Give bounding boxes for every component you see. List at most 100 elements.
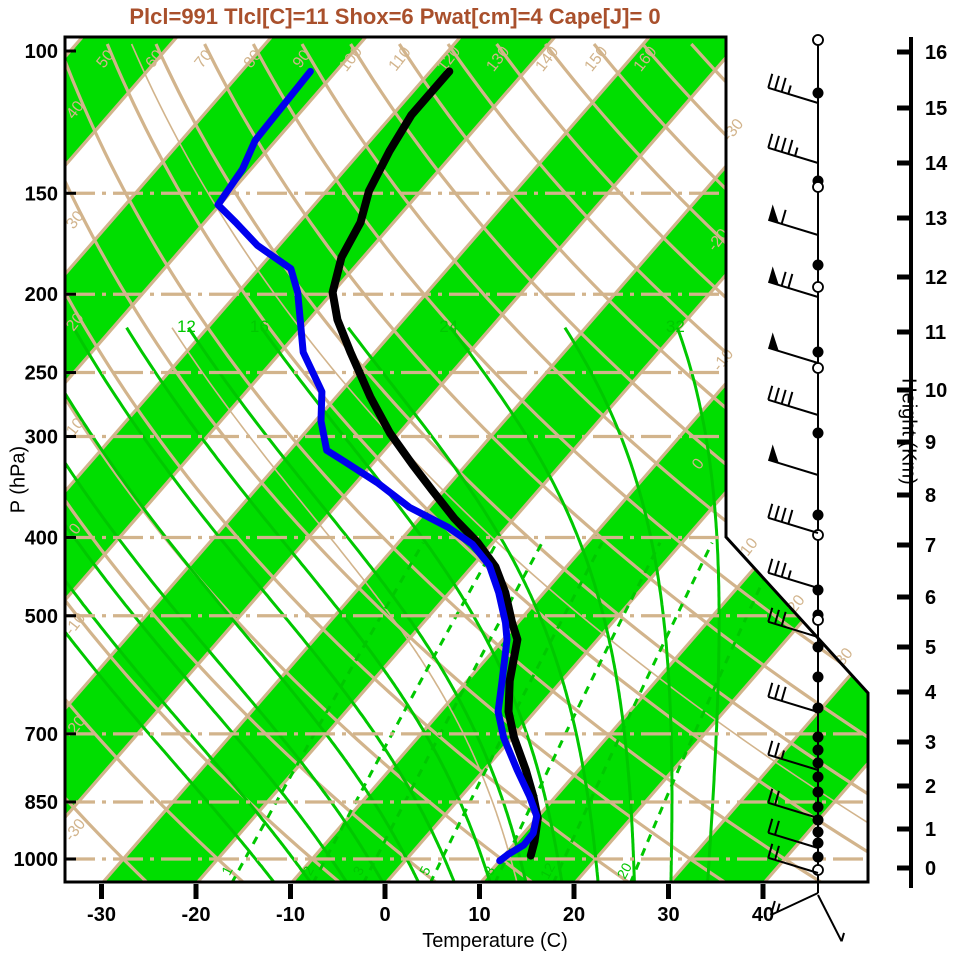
station-dot bbox=[812, 87, 824, 99]
temperature-tick-label: 30 bbox=[657, 904, 679, 926]
wind-barb-shaft bbox=[767, 620, 819, 638]
wind-barb-half bbox=[776, 903, 781, 913]
station-dot bbox=[812, 801, 824, 813]
wind-barb-full bbox=[774, 135, 780, 151]
wind-barb-half bbox=[840, 932, 845, 942]
wind-barb-shaft bbox=[767, 86, 819, 104]
isotherm-label: -30 bbox=[720, 116, 748, 145]
plot-border bbox=[63, 35, 870, 884]
dry-adiabat-line bbox=[203, 43, 868, 882]
plot-background bbox=[65, 37, 868, 882]
mixing-ratio-line bbox=[361, 541, 544, 882]
wind-barb-full bbox=[787, 139, 794, 155]
wind-barb-shaft bbox=[767, 218, 819, 236]
page-title: Plcl=991 Tlcl[C]=11 Shox=6 Pwat[cm]=4 Ca… bbox=[129, 4, 661, 29]
station-dot bbox=[812, 826, 824, 838]
parcel-moist-adiabat-line bbox=[171, 327, 519, 882]
station-circle bbox=[812, 281, 824, 293]
dry-adiabat-line bbox=[65, 43, 343, 882]
moist-adiabat-line bbox=[65, 327, 385, 882]
wind-barb-shaft bbox=[767, 398, 819, 416]
moist-adiabat-line bbox=[65, 327, 277, 882]
height-tick-label: 6 bbox=[925, 587, 936, 609]
station-circle bbox=[812, 864, 824, 876]
station-dot bbox=[812, 744, 824, 756]
wind-barb-shaft bbox=[767, 280, 819, 298]
wind-barb-full bbox=[767, 385, 774, 401]
height-tick-label: 4 bbox=[925, 682, 937, 704]
moist-adiabat-line bbox=[563, 326, 674, 882]
pressure-tick-label: 400 bbox=[25, 527, 58, 549]
station-dot bbox=[812, 509, 824, 521]
dry-adiabat-line bbox=[65, 43, 536, 882]
wind-barb-full bbox=[780, 611, 787, 627]
moist-adiabat-line bbox=[65, 326, 421, 882]
station-dot bbox=[812, 771, 824, 783]
wind-barb-shaft bbox=[767, 831, 819, 849]
station-dot bbox=[812, 837, 824, 849]
wind-barb-shaft bbox=[767, 856, 819, 874]
wind-barb-full bbox=[774, 790, 780, 806]
mixing-ratio-line bbox=[628, 542, 783, 882]
isotherm-line bbox=[65, 37, 462, 882]
temperature-curve bbox=[328, 67, 542, 860]
dry-adiabat-line bbox=[592, 42, 868, 882]
wind-barb bbox=[767, 444, 819, 476]
wind-barb-shaft bbox=[767, 146, 819, 164]
moist-adiabat-label: 16 bbox=[250, 317, 269, 336]
wind-barb-shaft bbox=[767, 346, 819, 364]
wind-barb-full bbox=[787, 509, 794, 525]
wind-barb-half bbox=[787, 85, 792, 95]
moist-adiabat-line bbox=[187, 326, 528, 882]
wind-barb-shaft bbox=[767, 458, 819, 476]
wind-barb-pennant bbox=[768, 444, 779, 463]
wind-barb-full bbox=[780, 686, 787, 702]
dry-adiabat-label: 150 bbox=[582, 43, 612, 75]
moist-adiabat-line bbox=[65, 327, 313, 882]
wind-barb-full bbox=[780, 562, 787, 578]
wind-barb-full bbox=[780, 77, 787, 93]
wind-barb-full bbox=[780, 507, 787, 523]
green-temperature-band bbox=[290, 37, 868, 882]
height-tick-label: 8 bbox=[925, 485, 936, 507]
wind-barb-full bbox=[787, 273, 794, 289]
wind-barb bbox=[767, 385, 819, 416]
wind-barb-full bbox=[780, 137, 787, 153]
station-dot bbox=[812, 731, 824, 743]
station-dot bbox=[812, 259, 824, 271]
station-circle bbox=[812, 362, 824, 374]
wind-barb-full bbox=[767, 607, 774, 623]
pressure-axis-label: P (hPa) bbox=[7, 445, 30, 514]
station-dot bbox=[812, 427, 824, 439]
wind-barb-full bbox=[780, 389, 787, 405]
pressure-tick-label: 200 bbox=[25, 284, 58, 306]
wind-barb bbox=[767, 266, 819, 298]
isotherm-line bbox=[65, 37, 557, 882]
height-axis-label: Height (Km) bbox=[897, 378, 920, 485]
wind-barb bbox=[817, 894, 845, 942]
temperature-tick-label: 40 bbox=[752, 904, 774, 926]
wind-barb-shaft bbox=[767, 571, 819, 589]
isotherm-line bbox=[289, 37, 868, 882]
dry-adiabat-line bbox=[105, 43, 868, 882]
wind-barb-full bbox=[767, 740, 774, 756]
temperature-axis-label: Temperature (C) bbox=[422, 930, 568, 952]
green-temperature-band bbox=[65, 37, 744, 882]
temperature-tick-label: 0 bbox=[379, 904, 390, 926]
height-tick-label: 1 bbox=[925, 819, 936, 841]
wind-barb bbox=[767, 740, 819, 771]
mixing-ratio-line bbox=[311, 541, 499, 882]
wind-barb-shaft bbox=[817, 894, 843, 942]
wind-barb-full bbox=[767, 818, 774, 834]
wind-barb-full bbox=[774, 609, 780, 625]
moist-adiabat-line bbox=[72, 326, 457, 882]
height-tick-label: 12 bbox=[925, 267, 947, 289]
wind-barb-full bbox=[769, 900, 776, 916]
wind-barb-half bbox=[794, 147, 799, 157]
mixing-ratio-label: 12 bbox=[537, 860, 559, 881]
temperature-tick-label: -20 bbox=[182, 904, 211, 926]
wind-barb-full bbox=[774, 820, 780, 836]
wind-barb bbox=[767, 503, 819, 534]
dry-adiabat-line bbox=[65, 43, 247, 882]
